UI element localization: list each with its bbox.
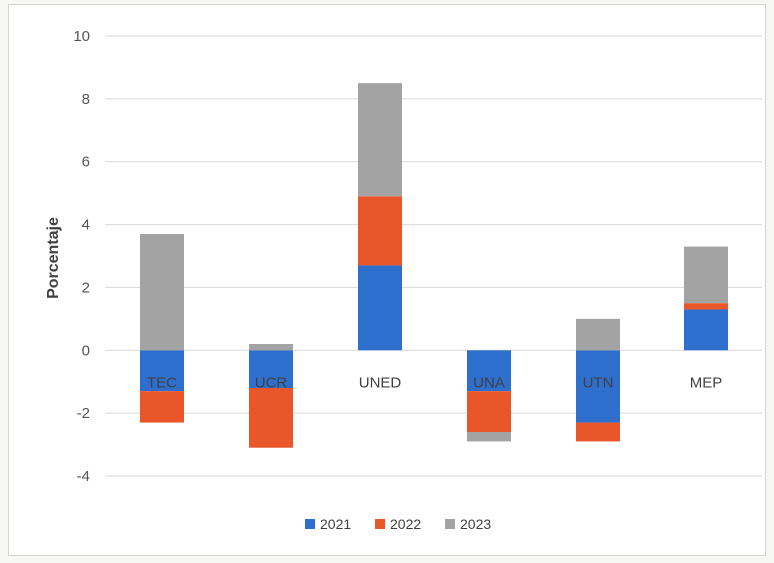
bar-tec-2021 [140,350,184,392]
legend-swatch-2022 [375,519,385,529]
category-label: MEP [690,374,723,391]
x-axis-category-labels: TEC UCR UNED UNA UTN MEP [147,374,722,391]
y-tick-label: -2 [77,405,90,422]
bar-mep-2021 [684,309,728,351]
bar-ucr-2022 [249,388,293,448]
gridlines [105,35,762,477]
y-tick-label: 4 [82,217,90,234]
y-axis-title: Porcentaje [45,217,62,299]
bar-uned-2022 [358,196,402,266]
category-label: UNED [359,374,402,391]
bar-una-2023 [467,432,511,442]
y-axis-ticks: 10 8 6 4 2 0 -2 -4 [73,28,90,485]
category-label: UCR [255,374,288,391]
y-tick-label: 6 [82,154,90,171]
bar-una-2022 [467,391,511,432]
bar-uned-2023 [358,83,402,197]
legend-label-2022: 2022 [390,516,421,532]
bar-tec-2023 [140,234,184,351]
category-label: UNA [473,374,505,391]
y-tick-label: 8 [82,91,90,108]
legend-swatch-2023 [445,519,455,529]
bars [140,83,728,448]
y-tick-label: -4 [77,468,90,485]
category-label: TEC [147,374,177,391]
bar-ucr-2023 [249,344,293,351]
bar-utn-2021 [576,350,620,423]
bar-tec-2022 [140,391,184,423]
bar-mep-2023 [684,246,728,304]
bar-mep-2022 [684,303,728,310]
bar-utn-2022 [576,422,620,442]
bar-ucr-2021 [249,350,293,388]
y-tick-label: 10 [73,28,90,45]
bar-una-2021 [467,350,511,392]
bar-uned-2021 [358,265,402,351]
y-tick-label: 2 [82,279,90,296]
legend-label-2021: 2021 [320,516,351,532]
y-tick-label: 0 [82,342,90,359]
bar-utn-2023 [576,318,620,351]
legend-swatch-2021 [305,519,315,529]
legend-label-2023: 2023 [460,516,491,532]
category-label: UTN [583,374,614,391]
legend: 2021 2022 2023 [305,516,491,532]
